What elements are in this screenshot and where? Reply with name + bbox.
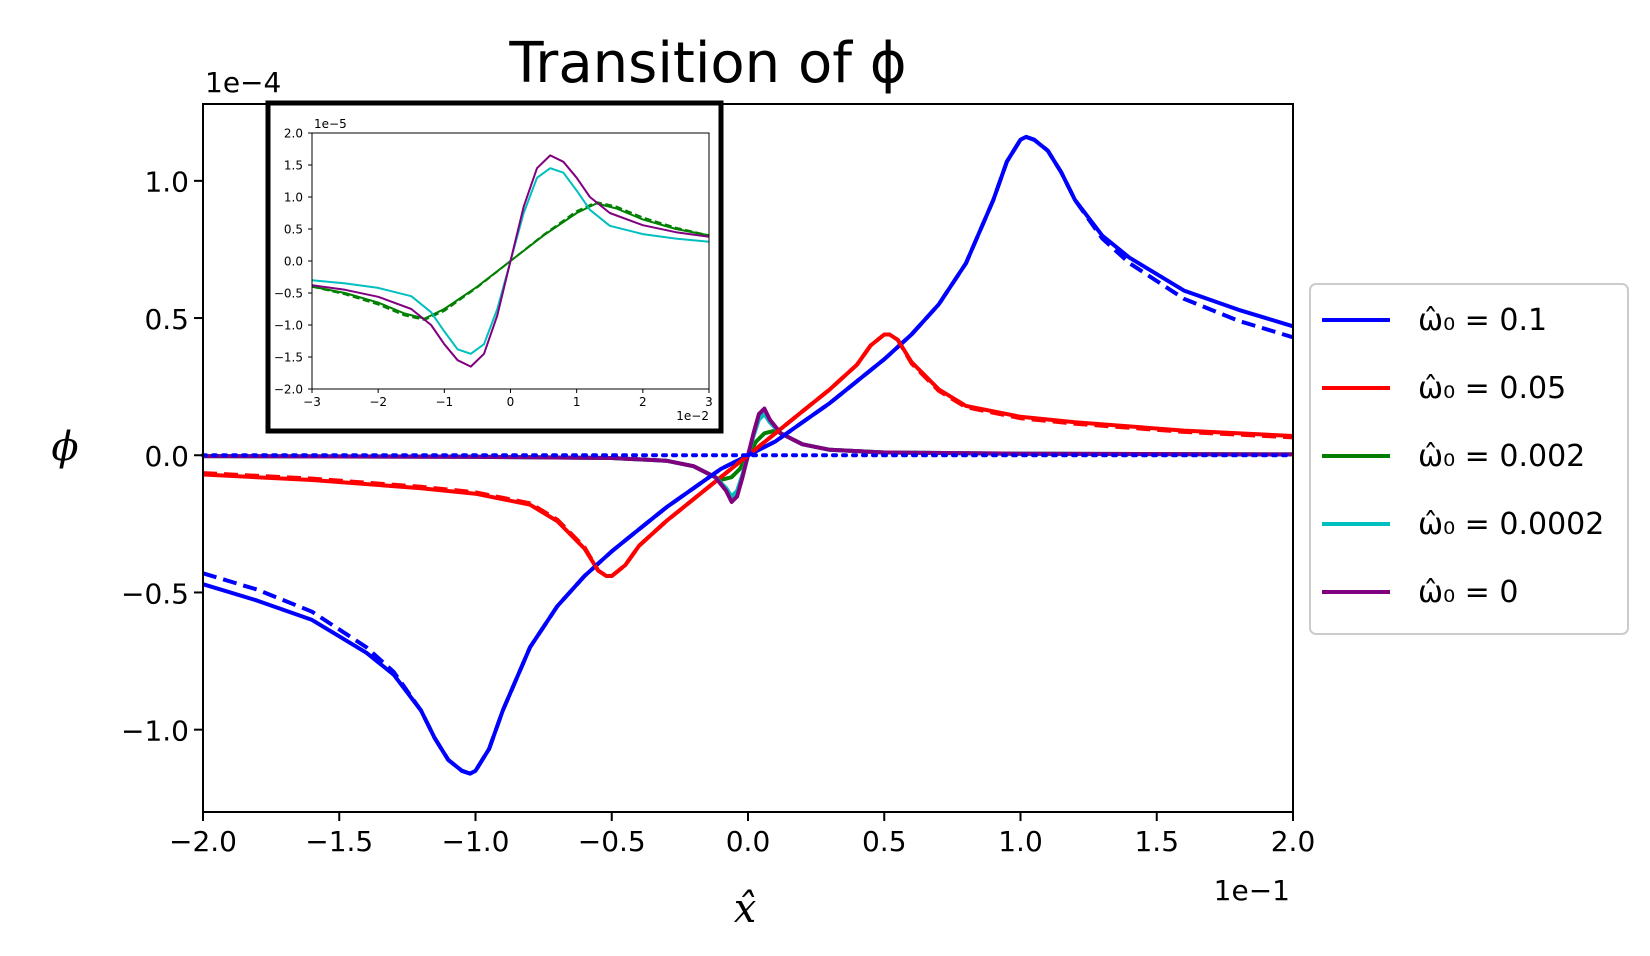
- inset-y-ticks: 2.0 1.5 1.0 0.5 0.0 −0.5 −1.0 −1.5 −2.0: [274, 127, 312, 397]
- main-y-ticks: −1.0 −0.5 0.0 0.5 1.0: [121, 166, 203, 747]
- x-axis-label: x̂: [734, 886, 757, 932]
- inset-x-tick-label: −3: [303, 395, 321, 409]
- main-y-tick-label: 0.0: [144, 440, 189, 473]
- inset-y-tick-label: −1.5: [274, 351, 303, 365]
- legend-label: ω̂₀ = 0.1: [1418, 303, 1547, 338]
- chart-title: Transition of ϕ: [508, 31, 906, 96]
- inset-x-tick-label: 0: [507, 395, 515, 409]
- inset-x-tick-label: −2: [369, 395, 387, 409]
- inset-series-line-3: [311, 154, 710, 368]
- main-x-tick-label: 0.0: [726, 825, 771, 858]
- x-offset-text: 1e−1: [1214, 874, 1290, 907]
- legend-label: ω̂₀ = 0.0002: [1418, 507, 1604, 542]
- inset-box: [265, 100, 724, 434]
- legend-box: [1309, 283, 1629, 635]
- inset-y-tick-label: −2.0: [274, 383, 303, 397]
- main-x-tick-label: 1.0: [998, 825, 1043, 858]
- inset-x-offset-text: 1e−2: [676, 409, 709, 423]
- main-x-tick-label: 2.0: [1271, 825, 1316, 858]
- main-series-line-6: [202, 332, 1294, 578]
- inset-y-tick-label: −1.0: [274, 319, 303, 333]
- inset-x-tick-label: 3: [705, 395, 713, 409]
- main-x-tick-label: −1.0: [442, 825, 510, 858]
- legend-label: ω̂₀ = 0.002: [1418, 439, 1585, 474]
- main-x-tick-label: −1.5: [305, 825, 373, 858]
- main-x-tick-label: −2.0: [169, 825, 237, 858]
- inset-x-ticks: −3 −2 −1 0 1 2 3: [303, 389, 713, 409]
- inset-y-tick-label: −0.5: [274, 287, 303, 301]
- main-x-tick-label: 1.5: [1134, 825, 1179, 858]
- main-y-tick-label: 0.5: [144, 303, 189, 336]
- inset-y-tick-label: 1.0: [284, 191, 303, 205]
- legend: ω̂₀ = 0.1 ω̂₀ = 0.05 ω̂₀ = 0.002 ω̂₀ = 0.00…: [1322, 303, 1604, 610]
- main-x-tick-label: −0.5: [578, 825, 646, 858]
- inset-y-tick-label: 2.0: [284, 127, 303, 141]
- main-y-tick-label: −1.0: [121, 714, 189, 747]
- main-y-tick-label: −0.5: [121, 577, 189, 610]
- inset-series-group: [311, 154, 710, 368]
- inset-x-tick-label: 2: [639, 395, 647, 409]
- legend-label: ω̂₀ = 0: [1418, 575, 1518, 610]
- y-offset-text: 1e−4: [205, 66, 281, 99]
- main-x-ticks: −2.0 −1.5 −1.0 −0.5 0.0 0.5 1.0 1.5 2.0: [169, 812, 1315, 858]
- inset-y-tick-label: 0.0: [284, 255, 303, 269]
- inset-y-tick-label: 0.5: [284, 223, 303, 237]
- inset-y-tick-label: 1.5: [284, 159, 303, 173]
- inset-x-tick-label: −1: [435, 395, 453, 409]
- inset-y-offset-text: 1e−5: [314, 117, 347, 131]
- inset-x-tick-label: 1: [573, 395, 581, 409]
- main-series-group: [201, 134, 1295, 776]
- main-y-tick-label: 1.0: [144, 166, 189, 199]
- legend-label: ω̂₀ = 0.05: [1418, 371, 1566, 406]
- y-axis-label: ϕ: [51, 424, 78, 470]
- main-x-tick-label: 0.5: [862, 825, 907, 858]
